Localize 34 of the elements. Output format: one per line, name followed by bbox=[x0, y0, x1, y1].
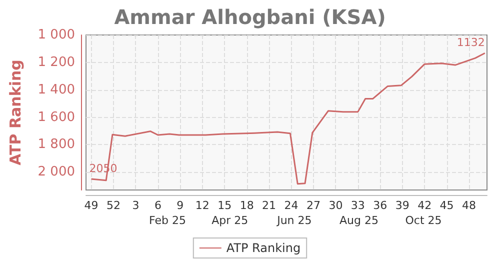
x-tick-label: 45 bbox=[440, 199, 454, 212]
x-tick-label: 48 bbox=[462, 199, 476, 212]
x-tick-label: 9 bbox=[176, 199, 184, 212]
y-axis-title: ATP Ranking bbox=[6, 60, 24, 166]
chart-title: Ammar Alhogbani (KSA) bbox=[114, 5, 386, 29]
x-tick-label: 6 bbox=[154, 199, 162, 212]
x-tick-label: 39 bbox=[395, 199, 410, 212]
x-tick-label: 15 bbox=[218, 199, 232, 212]
y-tick-label: 2 000 bbox=[38, 164, 75, 180]
x2-tick-label: Apr 25 bbox=[212, 214, 248, 227]
x-tick-label: 49 bbox=[84, 199, 98, 212]
x-tick-label: 21 bbox=[262, 199, 276, 212]
x2-tick-label: Aug 25 bbox=[339, 214, 378, 227]
x-tick-label: 27 bbox=[306, 199, 320, 212]
line-series bbox=[90, 52, 486, 185]
x-tick-label: 30 bbox=[328, 199, 343, 212]
y-tick-label: 1 800 bbox=[38, 137, 75, 152]
data-label: 1132 bbox=[456, 36, 485, 50]
x-tick-label: 33 bbox=[350, 199, 365, 212]
x2-tick-label: Oct 25 bbox=[405, 214, 442, 227]
x-tick-label: 52 bbox=[106, 199, 121, 212]
x-tick-label: 18 bbox=[240, 199, 254, 212]
y-tick-label: 1 200 bbox=[38, 54, 75, 70]
y-tick-label: 1 000 bbox=[38, 28, 75, 42]
y-tick-label: 1 600 bbox=[38, 110, 75, 125]
y-tick-label: 1 400 bbox=[38, 82, 75, 98]
x2-tick-label: Feb 25 bbox=[148, 214, 186, 227]
x-tick-label: 24 bbox=[284, 199, 298, 212]
x2-tick-label: Jun 25 bbox=[276, 214, 312, 227]
x-tick-label: 3 bbox=[132, 199, 140, 212]
legend-label: ATP Ranking bbox=[226, 241, 301, 255]
x-tick-label: 36 bbox=[373, 199, 388, 212]
x-tick-label: 42 bbox=[418, 199, 432, 212]
x-tick-label: 12 bbox=[195, 199, 210, 212]
